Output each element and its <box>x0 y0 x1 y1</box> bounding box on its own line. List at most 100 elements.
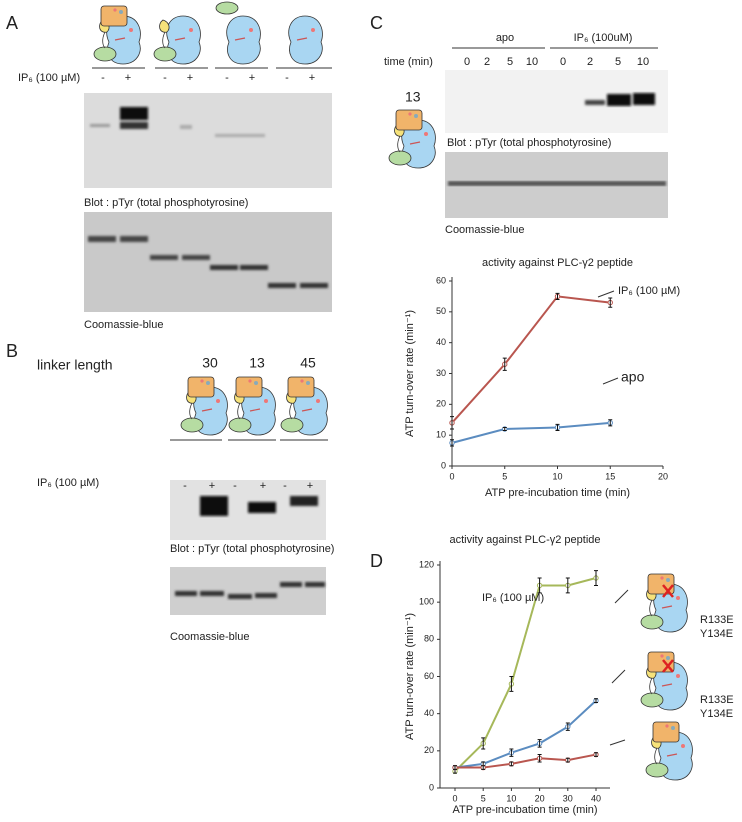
lane-sign: - <box>285 72 289 84</box>
x-tick-label: 5 <box>481 793 486 803</box>
error-bar <box>509 676 514 692</box>
y-tick-label: 0 <box>441 460 446 470</box>
panel-label: A <box>6 13 18 33</box>
y-tick-label: 120 <box>419 559 434 569</box>
lane-sign: + <box>307 480 313 492</box>
error-bar <box>481 765 486 770</box>
error-bar <box>509 761 514 767</box>
panel-label: D <box>370 551 383 571</box>
lane-sign: - <box>225 72 229 84</box>
linker-length: 45 <box>300 355 316 371</box>
y-tick-label: 60 <box>436 275 446 285</box>
error-bar <box>453 765 457 770</box>
error-bar <box>537 754 542 763</box>
blot-caption: Blot : pTyr (total phosphotyrosine) <box>84 197 248 209</box>
series-line <box>454 577 597 772</box>
series-line <box>451 295 611 424</box>
linker-length: 30 <box>202 355 218 371</box>
x-tick-label: 15 <box>605 471 615 481</box>
error-bar <box>594 752 598 757</box>
error-bar <box>555 292 560 300</box>
time-label: 5 <box>507 56 513 68</box>
error-bar <box>450 416 454 430</box>
error-bar <box>565 722 570 731</box>
x-tick-label: 30 <box>563 793 573 803</box>
time-label: 2 <box>587 56 593 68</box>
y-tick-label: 0 <box>429 782 434 792</box>
x-tick-label: 20 <box>535 793 545 803</box>
series-label: apo <box>621 369 645 385</box>
panel-label: B <box>6 341 18 361</box>
y-tick-label: 10 <box>436 430 446 440</box>
error-bar <box>608 419 613 427</box>
x-tick-label: 0 <box>452 793 457 803</box>
y-tick-label: 50 <box>436 306 446 316</box>
time-label: 5 <box>615 56 621 68</box>
series-line <box>451 421 611 444</box>
y-axis-label: ATP turn-over rate (min⁻¹) <box>404 613 416 740</box>
x-tick-label: 0 <box>449 471 454 481</box>
y-tick-label: 100 <box>419 597 434 607</box>
time-title: time (min) <box>384 56 433 68</box>
error-bar <box>509 748 514 757</box>
stain-caption: Coomassie-blue <box>170 631 249 643</box>
treatment-label: IP₆ (100 µM) <box>18 72 80 84</box>
lane-sign: + <box>209 480 215 492</box>
x-tick-label: 10 <box>506 793 516 803</box>
error-bar <box>555 423 560 432</box>
error-bar <box>565 757 570 763</box>
error-bar <box>594 698 598 704</box>
panel-c-art <box>389 47 668 218</box>
y-tick-label: 20 <box>436 399 446 409</box>
lane-sign: - <box>183 480 187 492</box>
error-bar <box>502 357 507 371</box>
panel-d-art <box>597 290 692 780</box>
time-label: 10 <box>637 56 649 68</box>
lane-sign: - <box>283 480 287 492</box>
condition-label: apo <box>496 32 514 44</box>
error-bar <box>502 426 507 432</box>
x-tick-label: 10 <box>552 471 562 481</box>
lane-sign: + <box>125 72 131 84</box>
x-axis-label: ATP pre-incubation time (min) <box>485 487 630 499</box>
time-label: 2 <box>484 56 490 68</box>
lane-sign: + <box>187 72 193 84</box>
lane-sign: - <box>163 72 167 84</box>
time-label: 0 <box>560 56 566 68</box>
time-label: 0 <box>464 56 470 68</box>
y-tick-label: 30 <box>436 368 446 378</box>
linker-label: 13 <box>405 89 421 105</box>
series-label: IP₆ (100 µM) <box>618 285 680 297</box>
y-tick-label: 60 <box>424 671 434 681</box>
chart-title: activity against PLC-γ2 peptide <box>449 534 600 546</box>
y-tick-label: 40 <box>424 708 434 718</box>
panel-label: C <box>370 13 383 33</box>
error-bar <box>537 739 542 748</box>
y-tick-label: 40 <box>436 337 446 347</box>
lane-sign: + <box>249 72 255 84</box>
series-label: IP₆ (100 µM) <box>482 592 544 604</box>
time-label: 10 <box>526 56 538 68</box>
lane-sign: - <box>101 72 105 84</box>
condition-label: IP₆ (100uM) <box>574 32 633 44</box>
linker-length: 13 <box>249 355 265 371</box>
error-bar <box>450 439 454 447</box>
y-tick-label: 20 <box>424 745 434 755</box>
x-tick-label: 20 <box>658 471 668 481</box>
x-tick-label: 40 <box>591 793 601 803</box>
x-axis-label: ATP pre-incubation time (min) <box>452 804 597 816</box>
treatment-label: IP₆ (100 µM) <box>37 477 99 489</box>
error-bar <box>608 297 613 308</box>
y-tick-label: 80 <box>424 634 434 644</box>
annotation: Y134E <box>700 708 733 720</box>
x-tick-label: 5 <box>502 471 507 481</box>
error-bar <box>537 577 542 594</box>
panel-b-art <box>170 377 328 615</box>
lane-sign: + <box>260 480 266 492</box>
panel-a-art <box>84 1 332 312</box>
lane-sign: - <box>233 480 237 492</box>
stain-caption: Coomassie-blue <box>84 319 163 331</box>
series-line <box>455 753 597 769</box>
linker-title: linker length <box>37 357 113 373</box>
